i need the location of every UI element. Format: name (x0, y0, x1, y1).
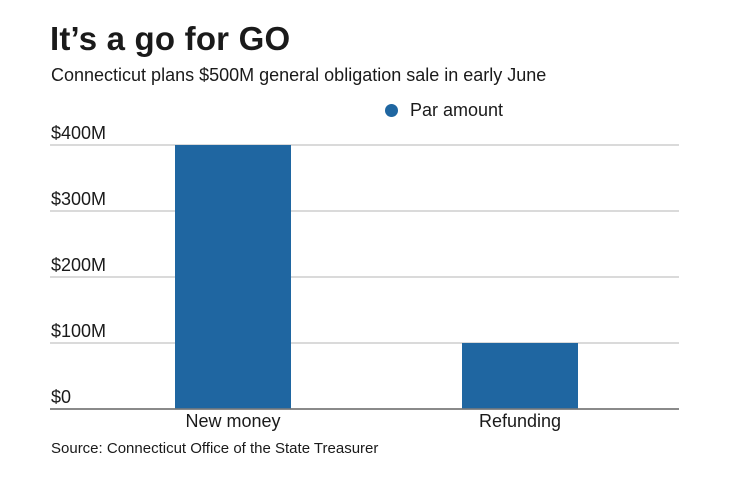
y-tick-label: $100M (51, 321, 106, 341)
y-tick-label: $0 (51, 387, 71, 407)
y-axis-tick-labels: $0 $100M $200M $300M $400M (51, 123, 106, 407)
y-tick-label: $400M (51, 123, 106, 143)
legend: Par amount (385, 100, 503, 121)
source-note: Source: Connecticut Office of the State … (51, 440, 379, 457)
chart-title: It’s a go for GO (50, 20, 291, 57)
chart-subtitle: Connecticut plans $500M general obligati… (51, 65, 547, 85)
gridlines (50, 144, 679, 410)
bar-new-money (175, 145, 291, 409)
bars (50, 145, 679, 410)
legend-swatch-par-amount (385, 104, 398, 117)
x-axis-category-labels: New money Refunding (185, 411, 561, 431)
y-tick-label: $200M (51, 255, 106, 275)
legend-label-par-amount: Par amount (410, 100, 504, 120)
y-tick-label: $300M (51, 189, 106, 209)
category-label: New money (185, 411, 280, 431)
bar-refunding (462, 343, 578, 409)
category-label: Refunding (479, 411, 561, 431)
